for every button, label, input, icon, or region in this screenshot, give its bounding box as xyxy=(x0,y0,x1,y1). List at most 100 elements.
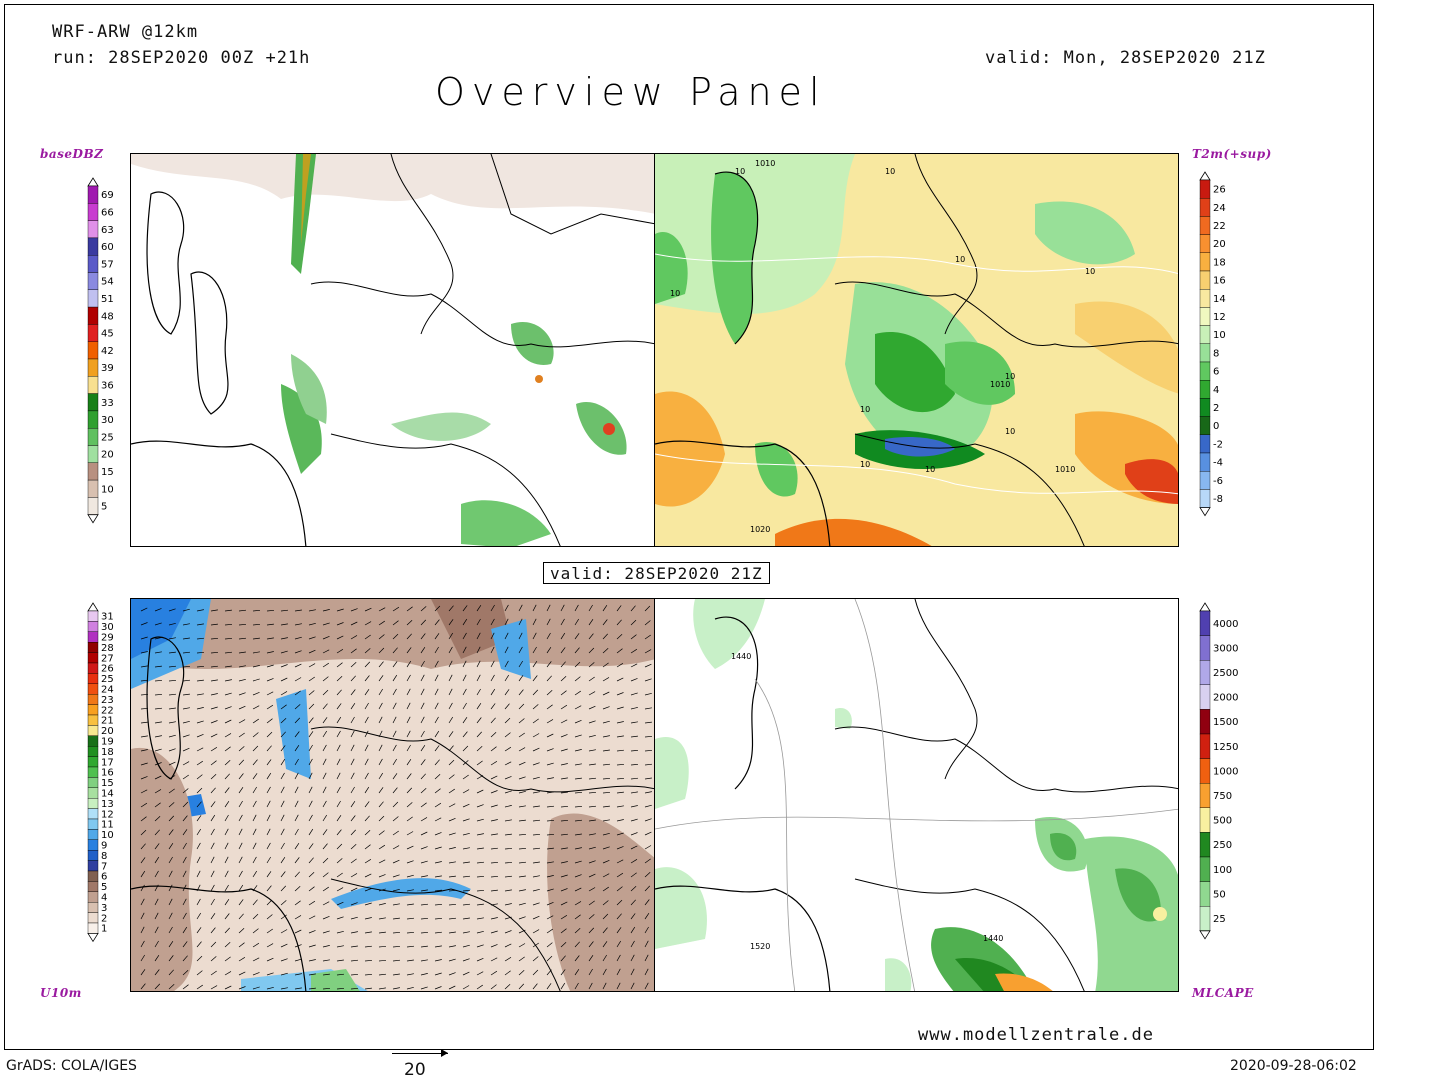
wind-arrow xyxy=(350,730,355,738)
wind-arrow xyxy=(616,982,621,990)
wind-arrow xyxy=(308,915,316,920)
wind-arrow xyxy=(420,606,427,612)
wind-arrow xyxy=(168,984,175,990)
website-url: www.modellzentrale.de xyxy=(918,1025,1154,1045)
wind-arrow xyxy=(630,791,638,794)
wind-arrow xyxy=(434,759,440,766)
t2m-colorbar-tick-label: 18 xyxy=(1213,257,1226,268)
wind-arrow xyxy=(630,735,638,738)
wind-arrow xyxy=(378,815,385,822)
wind-arrow xyxy=(196,679,204,682)
basedbz-colorbar-bottom-cap xyxy=(87,514,99,524)
wind-arrow xyxy=(308,649,316,654)
wind-arrow xyxy=(392,787,398,794)
wind-arrow xyxy=(238,787,244,794)
wind-arrow xyxy=(140,607,148,612)
wind-arrow xyxy=(546,661,552,668)
wind-arrow xyxy=(476,861,485,864)
wind-arrow xyxy=(504,674,509,682)
wind-arrow xyxy=(434,945,442,948)
wind-arrow xyxy=(224,927,230,934)
wind-arrow xyxy=(252,732,259,738)
t2m-colorbar-swatch xyxy=(1199,252,1211,272)
wind-arrow xyxy=(630,721,638,724)
wind-arrow xyxy=(322,886,329,892)
wind-arrow xyxy=(154,707,163,710)
wind-arrow xyxy=(616,735,624,738)
wind-arrow xyxy=(154,955,160,962)
u10m-colorbar-tick-label: 6 xyxy=(101,872,107,883)
wind-arrow xyxy=(434,773,441,780)
wind-arrow xyxy=(308,871,315,878)
wind-arrow xyxy=(182,969,189,976)
t2m-colorbar-swatch xyxy=(1199,471,1211,490)
mlcape-colorbar-tick-label: 1500 xyxy=(1213,717,1238,728)
wind-arrow xyxy=(392,903,400,906)
t2m-colorbar-tick-label: 20 xyxy=(1213,239,1226,250)
u10m-colorbar-tick-label: 5 xyxy=(101,882,107,893)
wind-arrow xyxy=(322,786,327,794)
wind-arrow xyxy=(336,635,344,640)
wind-arrow xyxy=(504,604,509,612)
mlcape-colorbar-tick-label: 2500 xyxy=(1213,668,1238,679)
u10m-colorbar-tick-label: 25 xyxy=(101,674,114,685)
u10m-colorbar-swatch xyxy=(87,704,99,716)
wind-arrow xyxy=(294,944,302,948)
wind-arrow xyxy=(434,605,441,612)
wind-arrow xyxy=(336,675,343,682)
wind-arrow xyxy=(210,985,218,990)
u10m-colorbar-tick-label: 31 xyxy=(101,612,114,623)
wind-arrow xyxy=(406,633,412,640)
wind-arrow xyxy=(224,706,232,710)
wind-arrow xyxy=(266,986,274,990)
wind-arrow xyxy=(168,637,176,640)
wind-arrow xyxy=(532,929,540,934)
panel-label-t2m: T2m(+sup) xyxy=(1192,147,1272,161)
wind-arrow xyxy=(392,661,398,668)
wind-arrow xyxy=(266,691,274,696)
wind-arrow xyxy=(238,814,243,822)
wind-arrow xyxy=(560,604,565,612)
wind-arrow xyxy=(308,930,316,934)
wind-arrow xyxy=(420,773,426,780)
wind-arrow xyxy=(350,608,358,612)
wind-arrow xyxy=(280,972,288,976)
wind-arrow xyxy=(448,958,456,962)
wind-arrow xyxy=(238,732,245,738)
wind-arrow xyxy=(378,634,385,640)
wind-arrow xyxy=(168,679,177,682)
wind-arrow xyxy=(210,609,218,612)
basedbz-colorbar-tick-label: 57 xyxy=(101,259,114,270)
wind-arrow xyxy=(252,842,257,850)
wind-arrow xyxy=(462,985,470,990)
wind-arrow xyxy=(154,912,159,920)
wind-arrow xyxy=(588,873,596,878)
u10m-colorbar-swatch xyxy=(87,922,99,934)
mlcape-colorbar-bottom-cap xyxy=(1199,930,1211,940)
wind-arrow xyxy=(490,984,497,990)
wind-arrow xyxy=(630,940,635,948)
wind-arrow xyxy=(210,884,215,892)
wind-arrow xyxy=(490,703,496,710)
wind-arrow xyxy=(140,762,148,766)
wind-arrow xyxy=(350,744,355,752)
wind-arrow xyxy=(252,759,258,766)
wind-arrow xyxy=(336,829,342,836)
wind-arrow xyxy=(294,886,301,892)
wind-arrow xyxy=(420,917,429,920)
wind-arrow xyxy=(616,777,625,780)
wind-arrow xyxy=(210,787,216,794)
wind-arrow xyxy=(532,646,537,654)
u10m-colorbar-top-cap xyxy=(87,602,99,612)
wind-arrow xyxy=(462,702,467,710)
wind-arrow xyxy=(210,913,216,920)
wind-arrow xyxy=(630,885,637,892)
t2m-colorbar-swatch xyxy=(1199,307,1211,326)
wind-arrow xyxy=(392,758,397,766)
wind-arrow xyxy=(616,899,623,906)
wind-arrow xyxy=(224,899,230,906)
wind-arrow xyxy=(140,829,147,836)
mlcape-colorbar-swatch xyxy=(1199,635,1211,661)
wind-arrow xyxy=(532,604,537,612)
wind-arrow xyxy=(504,776,512,780)
